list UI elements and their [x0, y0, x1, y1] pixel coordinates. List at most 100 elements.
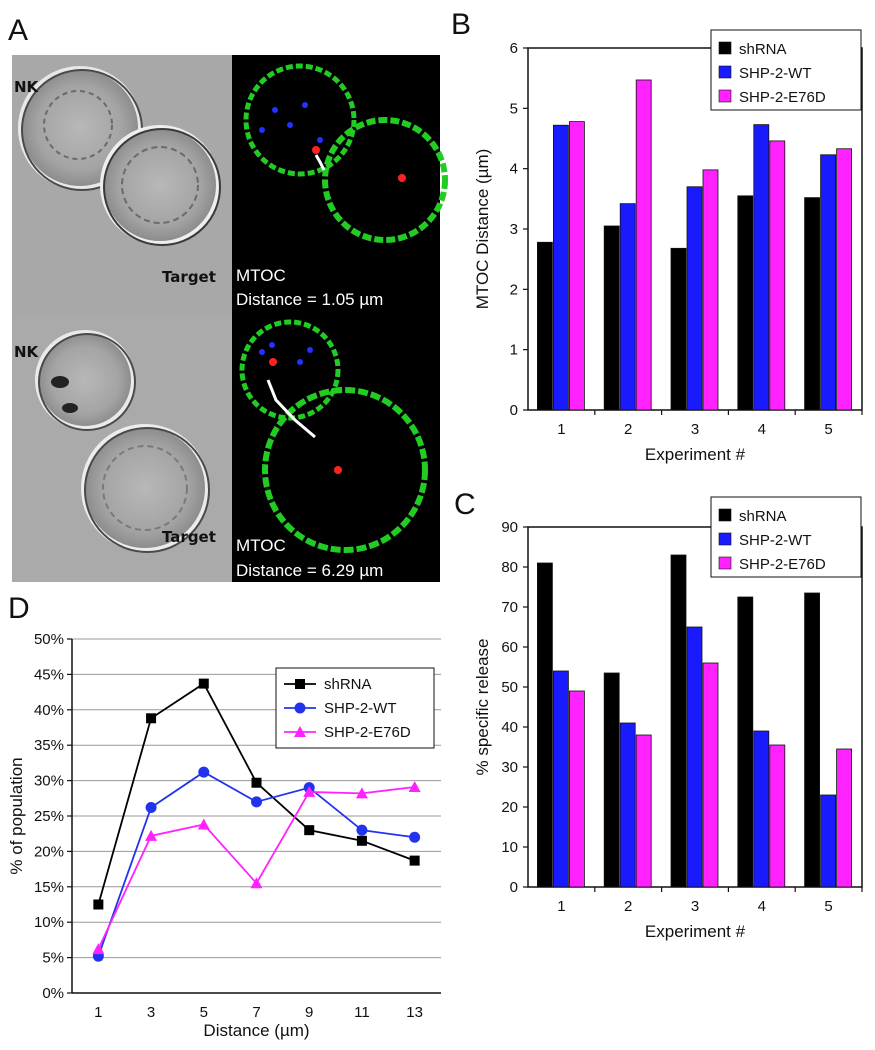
legend-label-shp-2-wt: SHP-2-WT	[739, 65, 812, 82]
bar-shrna-exp-4	[737, 195, 754, 411]
marker-shrna-x7	[251, 777, 262, 788]
y-tick-label: 0	[510, 879, 518, 896]
bar-shrna-exp-4	[737, 596, 754, 888]
marker-shrna-x11	[356, 835, 367, 846]
legend-swatch-shp-2-wt	[718, 532, 732, 546]
y-tick-label: 3	[510, 221, 518, 238]
legend: shRNA SHP-2-WT SHP-2-E76D	[710, 496, 862, 578]
bar-shp-2-wt-exp-4	[753, 730, 770, 888]
nk-label-bottom: NK	[14, 343, 40, 361]
bar-shp-2-e76d-exp-5	[836, 148, 852, 411]
x-tick-label: 4	[758, 898, 766, 915]
mtoc-label-top: MTOC	[236, 266, 286, 285]
bar-shrna-exp-2	[603, 225, 620, 411]
x-tick-label: 5	[200, 1004, 208, 1021]
marker-shp-2-e76d-x11	[355, 787, 368, 799]
y-tick-label: 0%	[42, 985, 64, 1002]
marker-shp-2-e76d-x13	[408, 780, 421, 792]
dic-cell-nk-bottom	[35, 330, 135, 430]
marker-shp-2-wt-x3	[145, 802, 157, 814]
legend-marker-shp-2-e76d	[294, 726, 306, 737]
chart-c-specific-release: 0 10 20 30 40 50 60 70 80 90 1 2 3 4 5 Experiment # % sp…	[473, 496, 863, 941]
legend-swatch-shp-2-wt	[718, 65, 732, 79]
marker-shp-2-e76d-x3	[145, 829, 158, 841]
fluor-image-top	[232, 55, 440, 317]
panel-letter-b: B	[451, 8, 472, 41]
legend-label-shrna: shRNA	[739, 41, 787, 58]
marker-shp-2-wt-x5	[198, 766, 210, 778]
x-tick-label: 13	[406, 1004, 423, 1021]
legend-label-shp-2-e76d: SHP-2-E76D	[739, 556, 826, 573]
y-tick-label: 4	[510, 161, 518, 178]
x-tick-label: 1	[94, 1004, 102, 1021]
bar-shp-2-e76d-exp-4	[769, 140, 786, 411]
bar-shp-2-e76d-exp-1	[569, 690, 585, 888]
x-tick-label: 5	[824, 898, 832, 915]
bar-shp-2-wt-exp-1	[553, 124, 569, 411]
bar-shp-2-wt-exp-2	[619, 722, 636, 888]
y-tick-label: 6	[510, 40, 518, 57]
legend: shRNA SHP-2-WT SHP-2-E76D	[275, 667, 435, 749]
legend: shRNA SHP-2-WT SHP-2-E76D	[710, 29, 862, 111]
y-tick-label: 5%	[42, 950, 64, 967]
bar-shp-2-e76d-exp-5	[836, 748, 852, 888]
y-tick-label: 5	[510, 100, 518, 117]
y-tick-label: 60	[501, 639, 518, 656]
legend-marker-shrna	[295, 679, 305, 689]
x-tick-label: 3	[691, 898, 699, 915]
y-tick-label: 70	[501, 599, 518, 616]
y-tick-label: 50%	[34, 631, 64, 648]
legend-box	[710, 29, 862, 111]
x-tick-label: 3	[691, 421, 699, 438]
legend-label-shrna: shRNA	[739, 508, 787, 525]
bar-shrna-exp-3	[670, 554, 687, 888]
chart-b-mtoc-distance: 0 1 2 3 4 5 6 1 2 3 4 5 Experiment # MTOC Distance (µ…	[473, 29, 863, 464]
bar-shrna-exp-1	[537, 562, 553, 888]
bar-shp-2-e76d-exp-2	[635, 734, 652, 888]
y-tick-label: 0	[510, 402, 518, 419]
x-tick-label: 2	[624, 421, 632, 438]
target-label-top: Target	[162, 268, 216, 286]
bar-shp-2-e76d-exp-4	[769, 744, 786, 888]
marker-shrna-x1	[93, 899, 104, 910]
legend-label-shrna: shRNA	[324, 676, 372, 693]
bar-shrna-exp-5	[804, 197, 820, 411]
x-tick-label: 2	[624, 898, 632, 915]
y-tick-label: 30	[501, 759, 518, 776]
legend-marker-shp-2-wt	[294, 702, 306, 714]
bar-shrna-exp-1	[537, 241, 553, 411]
nk-label-top: NK	[14, 78, 40, 96]
marker-shp-2-wt-x7	[251, 796, 262, 808]
legend-swatch-shp-2-e76d	[718, 89, 732, 103]
marker-shp-2-e76d-x5	[197, 818, 210, 830]
bar-shp-2-wt-exp-1	[553, 670, 569, 888]
fluor-cell-nk-bottom	[239, 319, 341, 421]
x-tick-label: 1	[557, 898, 565, 915]
y-tick-label: 40%	[34, 702, 64, 719]
legend-label-shp-2-e76d: SHP-2-E76D	[324, 724, 411, 741]
bar-shp-2-wt-exp-4	[753, 124, 770, 411]
y-tick-label: 45%	[34, 666, 64, 683]
y-tick-label: 1	[510, 342, 518, 359]
fluor-cell-target-top	[322, 117, 448, 243]
y-tick-label: 40	[501, 719, 518, 736]
dic-cell-target-bottom	[81, 424, 209, 552]
legend-label-shp-2-wt: SHP-2-WT	[324, 700, 397, 717]
mtoc-distance-line-bottom	[266, 379, 316, 439]
bar-shrna-exp-5	[804, 592, 820, 888]
y-tick-label: 2	[510, 281, 518, 298]
y-tick-label: 20%	[34, 843, 64, 860]
mtoc-distance-line-top	[314, 154, 326, 171]
y-tick-label: 25%	[34, 808, 64, 825]
x-axis-title: Experiment #	[645, 445, 746, 464]
bar-shp-2-wt-exp-3	[686, 186, 703, 411]
marker-shp-2-e76d-x9	[303, 785, 316, 797]
marker-shp-2-wt-x11	[356, 824, 368, 836]
x-tick-label: 7	[252, 1004, 260, 1021]
y-tick-label: 80	[501, 559, 518, 576]
panel-letter-c: C	[454, 488, 476, 521]
y-tick-label: 10	[501, 839, 518, 856]
fluor-cell-nk-top	[243, 63, 357, 177]
dic-cell-target-top	[100, 125, 220, 245]
